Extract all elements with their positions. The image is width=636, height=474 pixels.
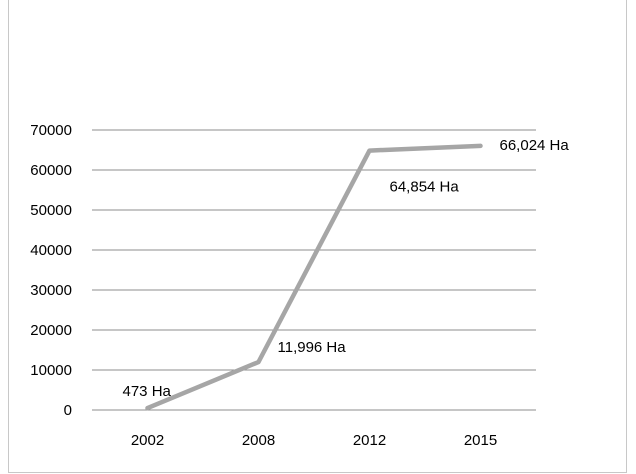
gridlines: [92, 129, 536, 411]
data-point: [256, 360, 261, 365]
data-labels: 473 Ha 11,996 Ha 64,854 Ha 66,024 Ha: [123, 137, 570, 400]
series-line: [145, 143, 483, 411]
y-tick-label: 70000: [30, 122, 72, 139]
x-tick-label: 2015: [464, 432, 497, 449]
series: [145, 143, 483, 411]
y-tick-label: 30000: [30, 282, 72, 299]
y-tick-label: 10000: [30, 362, 72, 379]
y-tick-label: 50000: [30, 202, 72, 219]
data-label: 66,024 Ha: [500, 137, 570, 154]
data-point: [478, 143, 483, 148]
data-label: 64,854 Ha: [390, 179, 460, 196]
data-point: [145, 406, 150, 411]
y-tick-label: 60000: [30, 162, 72, 179]
y-tick-label: 20000: [30, 322, 72, 339]
x-tick-label: 2002: [131, 432, 164, 449]
y-tick-label: 0: [64, 402, 72, 419]
data-point: [367, 148, 372, 153]
y-tick-label: 40000: [30, 242, 72, 259]
y-axis-ticks: 0 10000 20000 30000 40000 50000 60000 70000: [30, 122, 72, 419]
data-label: 11,996 Ha: [278, 339, 347, 356]
chart-area: [8, 0, 627, 473]
x-tick-label: 2008: [242, 432, 275, 449]
x-axis-ticks: 2002 2008 2012 2015: [131, 432, 497, 449]
data-label: 473 Ha: [123, 383, 172, 400]
x-tick-label: 2012: [353, 432, 386, 449]
